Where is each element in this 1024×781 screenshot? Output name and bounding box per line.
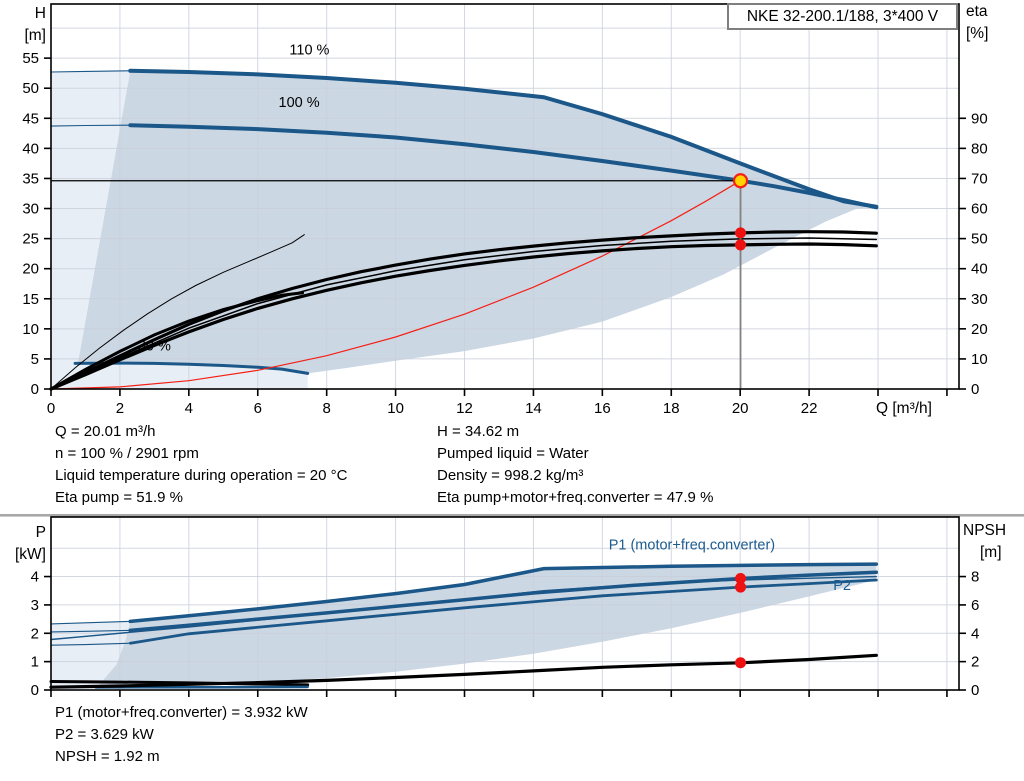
chart-1-frame [50,516,960,691]
y-left-tick-label: 25 [22,231,39,248]
x-tick-label: 20 [732,400,749,417]
y-left-axis-title: H [35,5,46,22]
p2-dot [735,581,747,593]
y-right-tick-label: 0 [971,682,979,699]
y-left-tick-label: 30 [22,201,39,218]
info-pumped-liquid: Pumped liquid = Water [437,445,589,462]
x-tick-label: 14 [525,400,542,417]
curve-speed-110- [50,68,879,209]
duty-point-marker[interactable] [732,173,749,189]
curve-p2-100- [50,578,878,646]
y-right-tick-label: 4 [971,625,979,642]
curve-eta-reduced-speed-thick [49,291,305,391]
y-left-tick-label: 10 [22,321,39,338]
chart-1-axes: 0 1 2 3 4 0 2 4 6 8 P [kW] NPSH [m] [15,522,1006,699]
y-left-tick-label: 0 [31,682,39,699]
info-head: H = 34.62 m [437,423,520,440]
y-right-tick-label: 0 [971,381,979,398]
info-p2: P2 = 3.629 kW [55,726,154,743]
info-npsh: NPSH = 1.92 m [55,748,160,765]
y-left-tick-label: 1 [31,654,39,671]
y-right-axis-unit: [m] [980,544,1002,561]
curve-eta-reduced-speed-thin [50,234,305,390]
section-separator [0,514,1024,517]
chart-0-curve-labels: 110 % 100 % 30 % [138,43,330,355]
y-right-tick-label: 90 [971,110,988,127]
y-left-tick-label: 20 [22,261,39,278]
duty-guides [51,180,742,389]
curve-label: 100 % [279,95,320,111]
curve-p1-110- [50,562,879,625]
duty-info-left-column: Q = 20.01 m³/h n = 100 % / 2901 rpm Liqu… [55,421,347,509]
info-eta-total: Eta pump+motor+freq.converter = 47.9 % [437,489,714,506]
y-left-tick-label: 35 [22,170,39,187]
curve-label: P1 (motor+freq.converter) [609,538,775,554]
x-tick-label: 4 [185,400,193,417]
y-right-tick-label: 50 [971,231,988,248]
eta-total-dot [735,239,747,251]
curve-label: P2 [833,578,851,594]
y-left-tick-label: 4 [31,569,39,586]
chart-1-curve-labels: P1 (motor+freq.converter) P2 [609,538,851,595]
y-left-tick-label: 50 [22,80,39,97]
info-liquid-temp: Liquid temperature during operation = 20… [55,467,348,484]
x-tick-label: 2 [116,400,124,417]
x-axis-title: Q [m³/h] [876,400,932,417]
duty-info-right-column: H = 34.62 m Pumped liquid = Water Densit… [437,421,713,509]
y-right-tick-label: 10 [971,351,988,368]
y-left-tick-label: 15 [22,291,39,308]
info-p1: P1 (motor+freq.converter) = 3.932 kW [55,704,308,721]
chart-0-axes: 0 2 4 6 8 10 12 14 16 18 20 22 0 5 10 15 20 25 30 35 40 45 50 5… [22,3,988,417]
x-tick-label: 22 [801,400,818,417]
x-tick-label: 18 [663,400,680,417]
chart-1-envelope [51,564,877,690]
curve-speed-30- [73,361,310,375]
y-right-tick-label: 60 [971,201,988,218]
x-tick-label: 12 [456,400,473,417]
info-eta-pump: Eta pump = 51.9 % [55,489,183,506]
curve-p2-110- [50,575,877,641]
y-right-tick-label: 70 [971,170,988,187]
y-left-axis-title: P [36,524,46,541]
curve-label: 30 % [138,339,171,355]
y-left-tick-label: 5 [31,351,39,368]
x-tick-label: 10 [387,400,404,417]
y-right-tick-label: 2 [971,654,979,671]
info-density: Density = 998.2 kg/m³ [437,467,584,484]
x-tick-label: 0 [47,400,55,417]
power-info-column: P1 (motor+freq.converter) = 3.932 kW P2 … [55,702,308,768]
y-left-axis-unit: [m] [24,27,46,44]
chart-0-frame [50,3,960,390]
y-right-tick-label: 8 [971,569,979,586]
y-left-tick-label: 0 [31,381,39,398]
y-right-tick-label: 6 [971,597,979,614]
x-tick-label: 6 [254,400,262,417]
y-right-axis-title: NPSH [963,522,1006,539]
y-right-tick-label: 80 [971,140,988,157]
y-right-tick-label: 40 [971,261,988,278]
eta-pump-dot [735,227,747,239]
y-left-tick-label: 45 [22,110,39,127]
y-right-axis-title: eta [966,3,988,20]
x-tick-label: 8 [323,400,331,417]
info-speed: n = 100 % / 2901 rpm [55,445,199,462]
p1-dot [735,572,747,584]
x-tick-label: 16 [594,400,611,417]
pump-model-title: NKE 32-200.1/188, 3*400 V [727,3,958,30]
y-left-tick-label: 3 [31,597,39,614]
y-left-axis-unit: [kW] [15,546,46,563]
info-q: Q = 20.01 m³/h [55,423,156,440]
y-left-tick-label: 55 [22,50,39,67]
curve-system-curve [50,180,742,390]
y-left-tick-label: 2 [31,625,39,642]
curve-speed-100- [50,123,879,210]
curve-label: 110 % [289,43,329,59]
npsh-dot [735,657,747,669]
y-right-axis-unit: [%] [966,25,988,42]
y-left-tick-label: 40 [22,140,39,157]
y-right-tick-label: 30 [971,291,988,308]
y-right-tick-label: 20 [971,321,988,338]
